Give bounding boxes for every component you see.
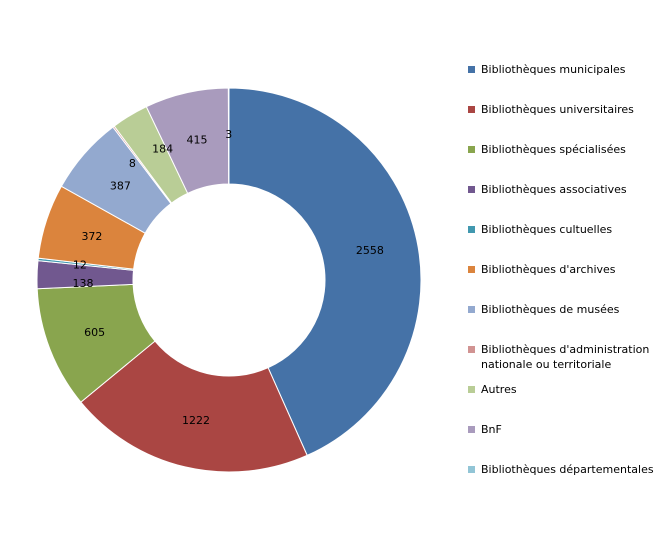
legend-item-5: Bibliothèques cultuelles	[468, 222, 657, 237]
legend-swatch	[468, 266, 475, 273]
legend-swatch	[468, 346, 475, 353]
data-label-1: 2558	[356, 244, 384, 257]
legend-item-1: Bibliothèques municipales	[468, 62, 657, 77]
legend-swatch	[468, 146, 475, 153]
slice-1	[228, 87, 422, 457]
data-label-6: 372	[81, 230, 102, 243]
legend-swatch	[468, 106, 475, 113]
data-label-8: 8	[129, 157, 136, 170]
legend-label: Bibliothèques de musées	[481, 303, 620, 316]
legend-swatch	[468, 226, 475, 233]
legend-swatch	[468, 426, 475, 433]
legend-label: Bibliothèques universitaires	[481, 103, 634, 116]
legend-item-3: Bibliothèques spécialisées	[468, 142, 657, 157]
data-label-9: 184	[152, 143, 173, 156]
legend-item-7: Bibliothèques de musées	[468, 302, 657, 317]
slice-11	[227, 87, 230, 185]
legend-label: Bibliothèques cultuelles	[481, 223, 613, 236]
data-label-4: 138	[73, 277, 94, 290]
legend-item-11: Bibliothèques départementales	[468, 462, 657, 477]
data-label-5: 12	[73, 259, 87, 272]
data-label-11: 3	[225, 128, 232, 141]
legend-label: Bibliothèques d'archives	[481, 263, 616, 276]
legend-item-8: Bibliothèques d'administration nationale…	[468, 342, 657, 372]
data-label-7: 387	[110, 180, 131, 193]
legend-swatch	[468, 386, 475, 393]
legend-swatch	[468, 466, 475, 473]
legend-item-4: Bibliothèques associatives	[468, 182, 657, 197]
legend-label: Bibliothèques municipales	[481, 63, 626, 76]
data-labels-group: 2558 1222 605 138 12 372 387 8 184 415 3	[73, 128, 384, 427]
slices-group	[36, 87, 422, 473]
legend-item-9: Autres	[468, 382, 657, 397]
legend-label: Bibliothèques spécialisées	[481, 143, 626, 156]
legend-label: Bibliothèques départementales	[481, 463, 654, 476]
legend-swatch	[468, 306, 475, 313]
legend-label: Bibliothèques d'administration nationale…	[481, 343, 650, 371]
legend-item-6: Bibliothèques d'archives	[468, 262, 657, 277]
legend-label: Autres	[481, 383, 517, 396]
legend-swatch	[468, 66, 475, 73]
legend-label: Bibliothèques associatives	[481, 183, 627, 196]
data-label-2: 1222	[182, 414, 210, 427]
slice-2	[80, 340, 308, 473]
legend-swatch	[468, 186, 475, 193]
data-label-10: 415	[187, 134, 208, 147]
legend-label: BnF	[481, 423, 502, 436]
legend-item-2: Bibliothèques universitaires	[468, 102, 657, 117]
data-label-3: 605	[84, 326, 105, 339]
legend-item-10: BnF	[468, 422, 657, 437]
